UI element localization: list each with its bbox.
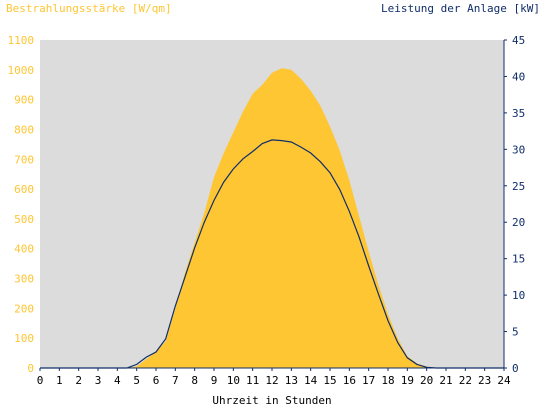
left-tick-label: 1100 [8, 34, 35, 47]
left-tick-label: 200 [14, 302, 34, 315]
x-tick-label: 18 [381, 374, 394, 387]
right-tick-label: 35 [512, 107, 525, 120]
x-tick-label: 13 [285, 374, 298, 387]
right-tick-label: 10 [512, 289, 525, 302]
x-tick-label: 8 [191, 374, 198, 387]
x-tick-label: 15 [323, 374, 336, 387]
left-tick-label: 800 [14, 123, 34, 136]
left-tick-label: 500 [14, 213, 34, 226]
x-tick-label: 1 [56, 374, 63, 387]
right-tick-label: 15 [512, 253, 525, 266]
x-tick-label: 19 [401, 374, 414, 387]
right-axis-title: Leistung der Anlage [kW] [381, 2, 540, 15]
x-tick-label: 17 [362, 374, 375, 387]
x-tick-label: 2 [75, 374, 82, 387]
x-tick-label: 3 [95, 374, 102, 387]
x-tick-label: 21 [439, 374, 452, 387]
left-tick-label: 700 [14, 153, 34, 166]
x-tick-label: 14 [304, 374, 318, 387]
x-tick-label: 6 [153, 374, 160, 387]
left-tick-label: 400 [14, 243, 34, 256]
right-tick-label: 45 [512, 34, 525, 47]
irradiance-area [40, 68, 504, 369]
power-line-layer [40, 139, 504, 369]
x-tick-label: 23 [478, 374, 491, 387]
x-tick-label: 7 [172, 374, 179, 387]
x-tick-label: 4 [114, 374, 121, 387]
x-tick-label: 11 [246, 374, 259, 387]
left-axis-title: Bestrahlungsstärke [W/qm] [6, 2, 172, 15]
x-tick-label: 24 [497, 374, 511, 387]
power-line [40, 139, 504, 369]
right-tick-label: 20 [512, 216, 525, 229]
x-tick-label: 16 [343, 374, 356, 387]
x-tick-label: 12 [265, 374, 278, 387]
x-tick-label: 22 [459, 374, 472, 387]
tick-label-layer: 0 1 2 3 4 5 6 7 8 9 10 11 12 13 14 15 16 17 18 19 20 21 22 23 24… [8, 34, 526, 387]
left-tick-label: 300 [14, 273, 34, 286]
x-tick-label: 5 [133, 374, 140, 387]
x-tick-label: 9 [211, 374, 218, 387]
right-tick-label: 40 [512, 70, 525, 83]
left-tick-label: 100 [14, 332, 34, 345]
right-tick-label: 30 [512, 143, 525, 156]
right-tick-label: 0 [512, 362, 519, 375]
right-tick-label: 25 [512, 180, 525, 193]
x-tick-label: 20 [420, 374, 433, 387]
left-tick-label: 900 [14, 94, 34, 107]
left-tick-label: 0 [27, 362, 34, 375]
left-tick-label: 600 [14, 183, 34, 196]
x-axis-title: Uhrzeit in Stunden [212, 394, 331, 407]
x-tick-label: 10 [227, 374, 240, 387]
irradiance-area-layer [40, 68, 504, 369]
left-tick-label: 1000 [8, 64, 35, 77]
right-tick-label: 5 [512, 326, 519, 339]
x-tick-label: 0 [37, 374, 44, 387]
